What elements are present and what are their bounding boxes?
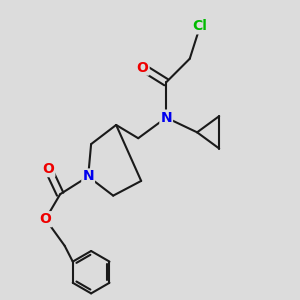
Text: Cl: Cl xyxy=(193,19,208,33)
Text: O: O xyxy=(137,61,148,75)
Text: N: N xyxy=(160,111,172,124)
Text: O: O xyxy=(40,212,51,226)
Text: O: O xyxy=(43,162,54,176)
Text: N: N xyxy=(82,169,94,184)
